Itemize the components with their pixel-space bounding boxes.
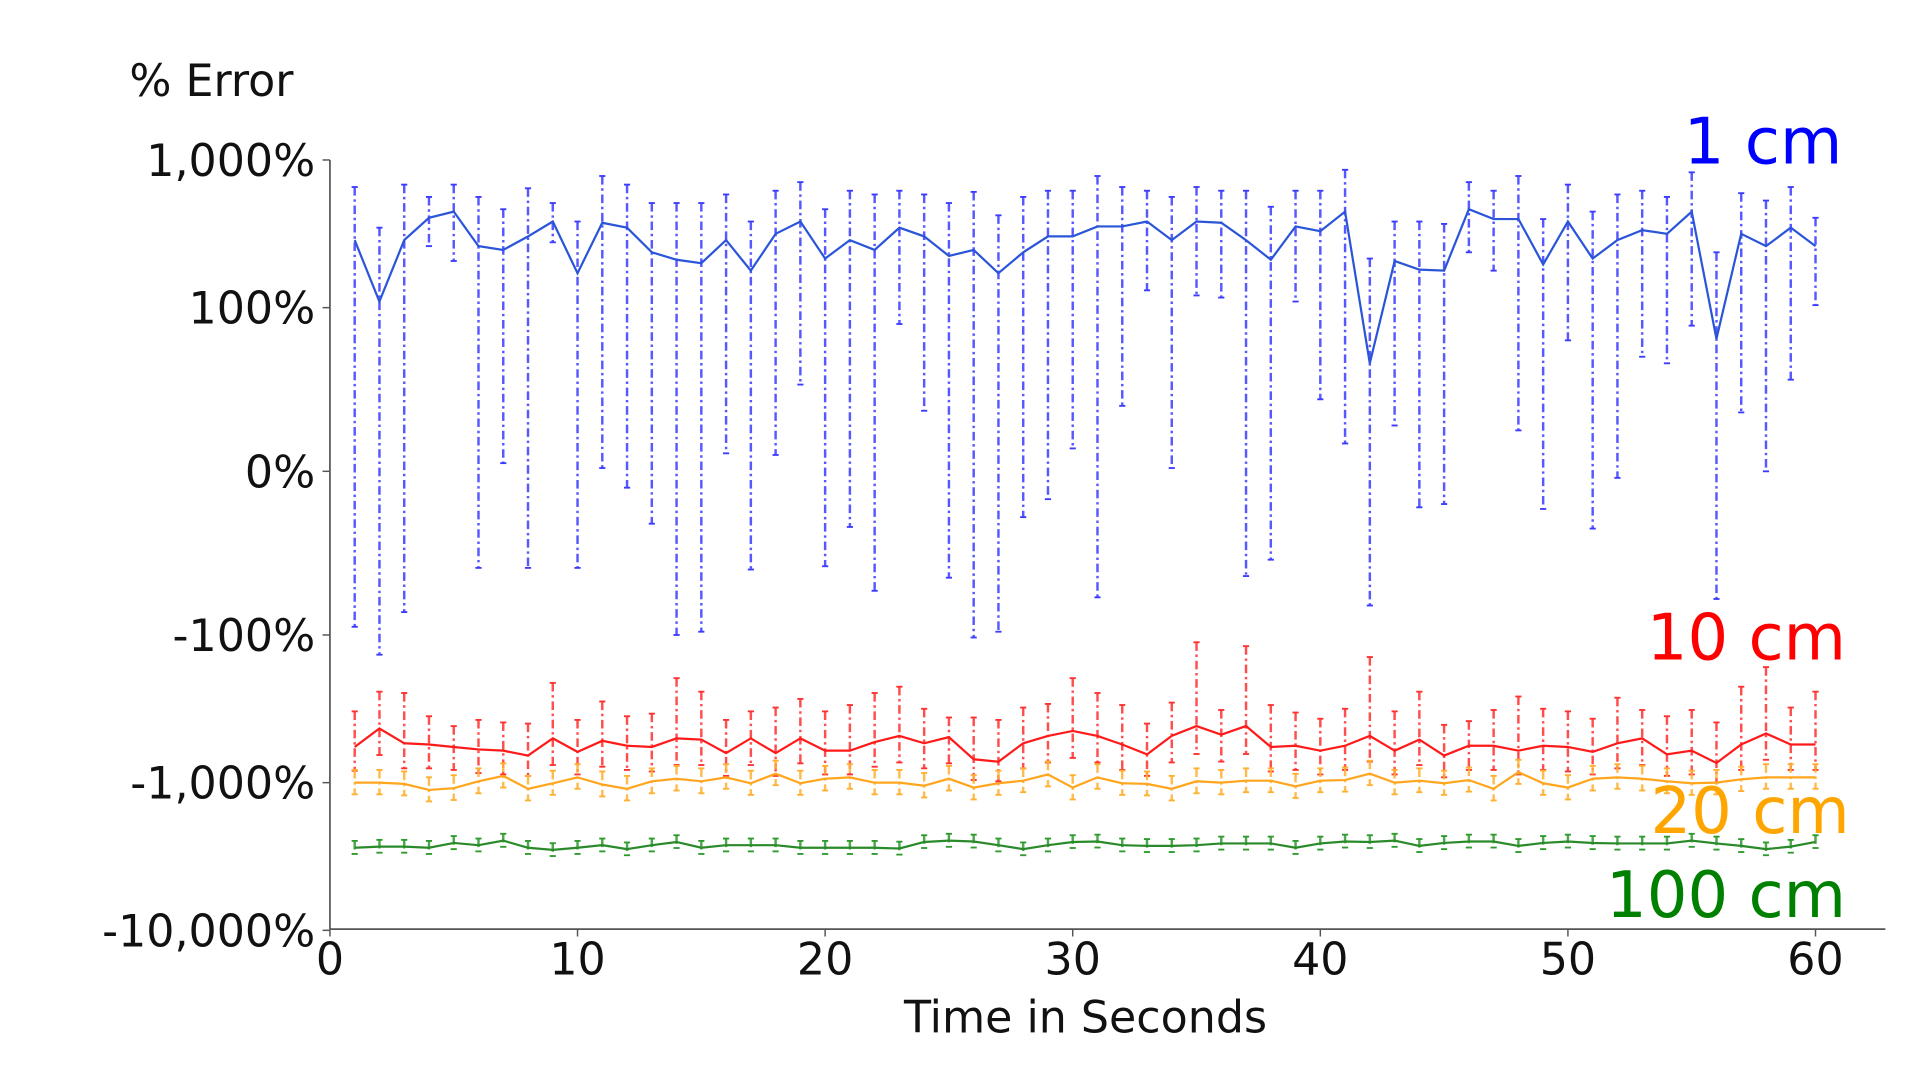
- series-label-20-cm: 20 cm: [1650, 775, 1849, 849]
- series-line-1-cm: [353, 207, 1817, 364]
- series-labels: 1 cm 10 cm 20 cm 100 cm: [1606, 106, 1850, 933]
- y-axis-label: % Error: [129, 56, 294, 107]
- series-label-10-cm: 10 cm: [1647, 602, 1846, 676]
- y-tick-label: 100%: [189, 284, 316, 335]
- series-line-10-cm: [354, 724, 1816, 765]
- error-bars-layer: [351, 168, 1819, 857]
- series-label-1-cm: 1 cm: [1684, 106, 1843, 180]
- x-tick-label: 40: [1292, 935, 1348, 986]
- x-tick-label: 10: [549, 935, 605, 986]
- x-tick-label: 0: [316, 935, 344, 986]
- y-tick-label: -100%: [173, 611, 316, 662]
- y-tick-label: -10,000%: [102, 906, 315, 957]
- y-tick-label: 1,000%: [146, 136, 315, 187]
- x-axis-label: Time in Seconds: [903, 992, 1267, 1043]
- series-label-100-cm: 100 cm: [1606, 859, 1846, 933]
- series-line-100-cm: [354, 839, 1816, 851]
- x-tick-label: 60: [1787, 935, 1843, 986]
- x-tick-label: 20: [797, 935, 853, 986]
- x-tick-label: 50: [1540, 935, 1596, 986]
- series-lines-layer: [353, 207, 1817, 851]
- y-tick-labels: 1,000% 100% 0% -100% -1,000% -10,000%: [102, 136, 330, 957]
- series-line-20-cm: [354, 770, 1816, 792]
- y-tick-label: -1,000%: [130, 759, 315, 810]
- y-tick-label: 0%: [245, 447, 315, 498]
- x-tick-labels: 0 10 20 30 40 50 60: [316, 929, 1844, 986]
- x-tick-label: 30: [1045, 935, 1101, 986]
